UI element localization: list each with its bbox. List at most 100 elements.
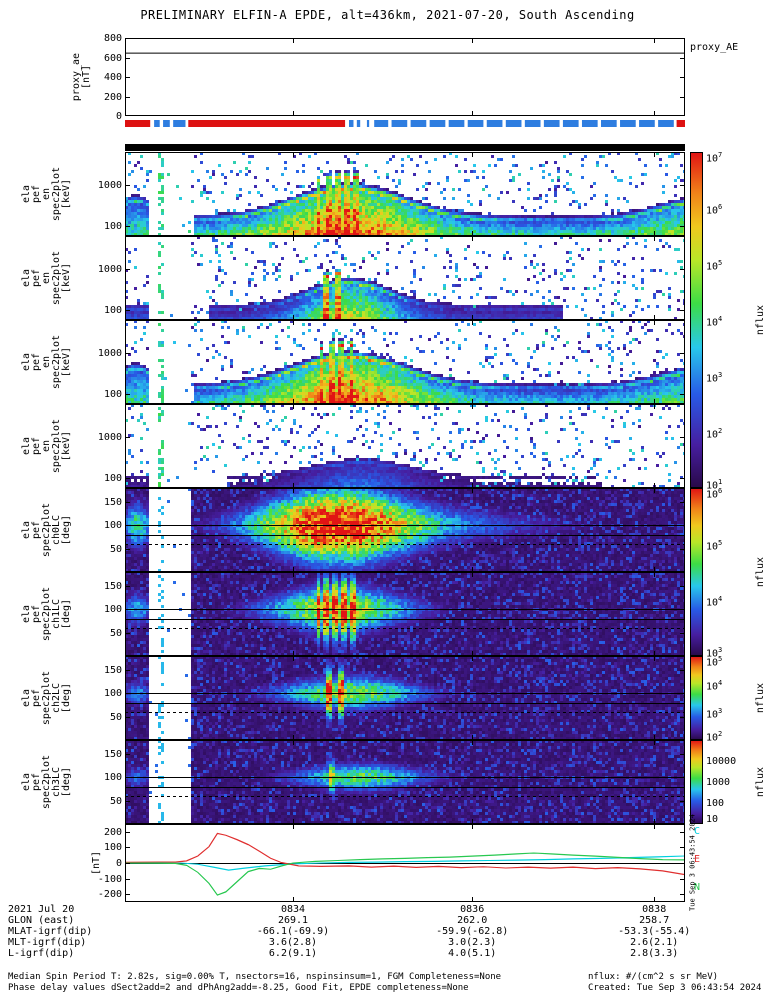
ephemeris-row-label-0: GLON (east) (8, 915, 75, 926)
ephemeris-value-3-0: 6.2(9.1) (268, 948, 318, 959)
ytick-p6-50: 50 (109, 711, 122, 723)
ephemeris-value-1-0: -66.1(-69.9) (256, 926, 330, 937)
ylabel-panel-3: ela pef en spec2plot [keV] (21, 418, 72, 474)
spin-bar (125, 144, 685, 151)
fgm-legend-N: N (694, 882, 701, 893)
fgm-line-panel (125, 824, 685, 902)
colorbar-3-tick-3: 10 (706, 814, 719, 825)
quality-bar (125, 120, 685, 127)
colorbar-0-tick-6: 101 (706, 478, 723, 492)
colorbar-0-tick-2: 105 (706, 258, 723, 273)
colorbar-2-tick-1: 104 (706, 678, 723, 693)
footer-line-2: Phase delay values dSect2add=2 and dPhAn… (8, 983, 469, 993)
ytick-p5-150: 150 (103, 581, 122, 592)
fgm-ylabel: [nT] (91, 850, 102, 876)
ytick-p6-150: 150 (103, 665, 122, 676)
ylabel-panel-6: ela pef spec2plot ch2LC [deg] (21, 670, 72, 726)
ylabel-panel-1: ela pef en spec2plot [keV] (21, 250, 72, 306)
fgm-ytick-200: 200 (103, 826, 122, 838)
ytick-p4-50: 50 (109, 543, 122, 555)
ephemeris-row-label-2: MLT-igrf(dip) (8, 937, 87, 948)
proxy-ylabel: proxy_ae [nT] (71, 52, 92, 102)
colorbar-2-unit-label: nflux (755, 682, 766, 714)
spectrogram-panel-en1 (125, 236, 685, 320)
date-label: 2021 Jul 20 (8, 904, 75, 915)
spectrogram-panel-ch1LC (125, 572, 685, 656)
footer-line-1: Median Spin Period T: 2.82s, sig=0.00% T… (8, 972, 502, 982)
ylabel-panel-2: ela pef en spec2plot [keV] (21, 334, 72, 390)
ephemeris-value-0-1: 262.0 (457, 915, 488, 926)
ephemeris-row-label-1: MLAT-igrf(dip) (8, 926, 93, 937)
ytick-p2-100: 100 (103, 388, 122, 400)
colorbar-2-tick-0: 105 (706, 655, 723, 669)
spectrogram-panel-en2 (125, 320, 685, 404)
ytick-p1-1000: 1000 (97, 264, 122, 276)
ytick-p3-100: 100 (103, 472, 122, 484)
side-timestamp: Tue Sep 3 06:43:54 2024 (688, 813, 697, 911)
colorbar-1-tick-3: 103 (706, 646, 723, 660)
ylabel-panel-4: ela pef spec2plot ch0LC [deg] (21, 502, 72, 558)
ephemeris-value-0-0: 269.1 (277, 915, 309, 926)
colorbar-1-tick-0: 106 (706, 487, 723, 501)
ephemeris-value-2-1: 3.0(2.3) (448, 937, 497, 948)
ytick-p7-150: 150 (103, 749, 122, 760)
time-tick-0838: 0838 (642, 904, 667, 915)
ephemeris-value-3-2: 2.8(3.3) (630, 948, 679, 959)
colorbar-2-tick-3: 102 (706, 730, 723, 744)
proxy-ae-panel (125, 38, 685, 116)
ylabel-panel-5: ela pef spec2plot ch1LC [deg] (21, 586, 72, 642)
ephemeris-value-2-2: 2.6(2.1) (630, 937, 679, 948)
spectrogram-panel-en3 (125, 404, 685, 488)
ytick-p0-100: 100 (103, 220, 122, 232)
fgm-legend-E: E (694, 854, 701, 865)
colorbar-0-tick-4: 103 (706, 371, 723, 385)
ephemeris-value-1-2: -53.3(-55.4) (618, 926, 691, 937)
spectrogram-panel-ch3LC (125, 740, 685, 824)
ephemeris-value-1-1: -59.9(-62.8) (436, 926, 509, 937)
fgm-legend-C: C (694, 826, 701, 837)
ytick-p7-50: 50 (109, 795, 122, 807)
colorbar-0-tick-3: 104 (706, 315, 723, 329)
ytick-p4-100: 100 (103, 520, 122, 532)
time-tick-0836: 0836 (460, 904, 485, 915)
ytick-p6-100: 100 (103, 688, 122, 700)
ytick-p2-1000: 1000 (97, 348, 122, 360)
footer-nflux-units: nflux: #/(cm^2 s sr MeV) (588, 972, 719, 982)
colorbar-2-tick-2: 103 (706, 707, 723, 721)
spectrogram-panel-en0 (125, 152, 685, 236)
colorbar-1-unit-label: nflux (755, 556, 766, 588)
colorbar-3-tick-0: 10000 (706, 756, 737, 767)
proxy-ytick-800: 800 (103, 33, 122, 44)
fgm-ytick-0: 0 (115, 858, 122, 869)
time-tick-0834: 0834 (280, 904, 306, 915)
colorbar-3-tick-1: 1000 (706, 777, 731, 788)
colorbar-3 (690, 740, 703, 824)
ytick-p3-1000: 1000 (97, 432, 122, 444)
proxy-ytick-200: 200 (103, 91, 122, 103)
proxy-ytick-600: 600 (103, 52, 122, 64)
proxy-ytick-400: 400 (103, 72, 122, 83)
proxy-ytick-0: 0 (115, 111, 122, 122)
ylabel-panel-7: ela pef spec2plot ch3LC [deg] (21, 754, 72, 810)
ephemeris-value-2-0: 3.6(2.8) (268, 937, 318, 948)
ephemeris-row-label-3: L-igrf(dip) (8, 948, 75, 959)
ytick-p5-100: 100 (103, 604, 122, 616)
ytick-p5-50: 50 (109, 627, 122, 639)
fgm-ytick--100: -100 (97, 873, 122, 885)
colorbar-0-tick-0: 107 (706, 151, 723, 165)
ytick-p7-100: 100 (103, 772, 122, 784)
colorbar-1-tick-1: 105 (706, 538, 723, 553)
footer-created: Created: Tue Sep 3 06:43:54 2024 (588, 983, 762, 993)
colorbar-1-tick-2: 104 (706, 595, 723, 609)
ytick-p4-150: 150 (103, 497, 122, 508)
spectrogram-panel-ch2LC (125, 656, 685, 740)
ephemeris-value-3-1: 4.0(5.1) (448, 948, 497, 959)
colorbar-1 (690, 488, 703, 656)
spectrogram-panel-ch0LC (125, 488, 685, 572)
colorbar-0 (690, 152, 703, 488)
fgm-ytick--200: -200 (97, 889, 122, 901)
colorbar-3-unit-label: nflux (755, 766, 766, 798)
colorbar-3-tick-2: 100 (706, 798, 725, 809)
colorbar-0-unit-label: nflux (755, 304, 766, 336)
